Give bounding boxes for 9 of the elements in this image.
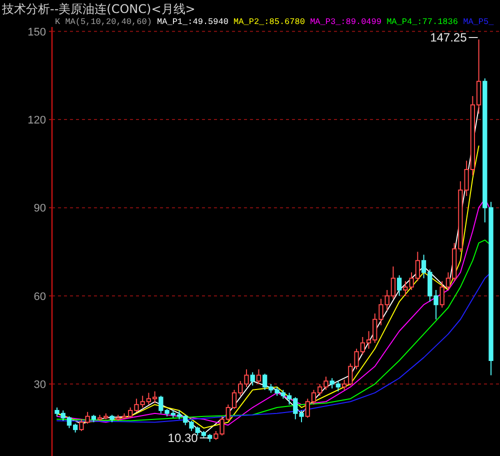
- title: 技术分析--美原油连(CONC)<月线>: [2, 2, 196, 16]
- y-tick-label: 30: [34, 379, 46, 392]
- y-tick-label: 60: [34, 290, 46, 303]
- subtitle: K MA(5,10,20,40,60): [55, 17, 152, 27]
- y-tick-label: 120: [28, 114, 46, 127]
- y-tick-label: 90: [34, 202, 46, 215]
- y-tick-label: 150: [28, 26, 46, 38]
- annotation: 147.25: [430, 30, 467, 44]
- annotation: 10.30: [168, 430, 198, 445]
